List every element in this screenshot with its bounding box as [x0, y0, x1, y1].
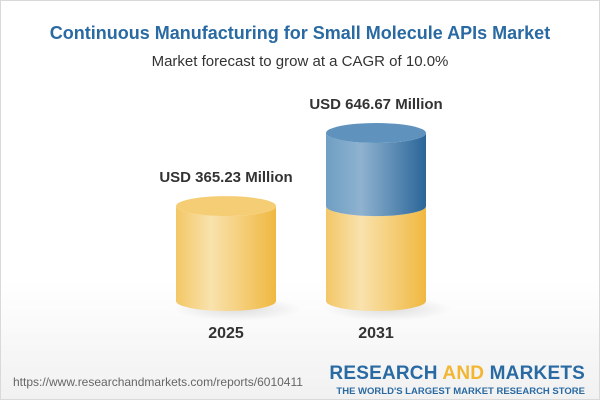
cylinder-base-2025: [176, 206, 276, 311]
source-url[interactable]: https://www.researchandmarkets.com/repor…: [13, 375, 303, 389]
chart-title: Continuous Manufacturing for Small Molec…: [49, 23, 551, 43]
data-label: USD 365.23 Million: [159, 169, 292, 186]
cylinder-growth-2031: [326, 133, 426, 217]
logo-word-markets: MARKETS: [484, 363, 585, 384]
cylinder-top-2025: [176, 196, 276, 217]
logo-tagline: THE WORLD'S LARGEST MARKET RESEARCH STOR…: [336, 386, 585, 397]
logo-word-research: RESEARCH: [329, 363, 443, 384]
cylinder-top-2031: [326, 123, 426, 143]
category-label: 2031: [358, 325, 394, 342]
category-label: 2025: [208, 325, 244, 342]
cylinder-base-2031: [326, 206, 426, 311]
data-label: USD 646.67 Million: [309, 96, 442, 113]
chart-subtitle: Market forecast to grow at a CAGR of 10.…: [151, 53, 449, 70]
research-and-markets-logo: RESEARCH AND MARKETS THE WORLD'S LARGEST…: [329, 363, 585, 397]
logo-word-and: AND: [442, 363, 485, 384]
